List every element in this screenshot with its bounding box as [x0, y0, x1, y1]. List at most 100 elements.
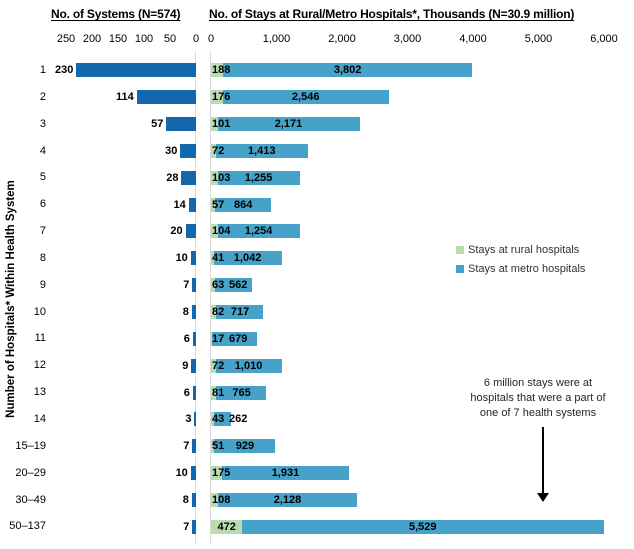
rural-bar-segment — [211, 278, 216, 293]
chart-row-stays: 175 1,931 — [211, 460, 634, 487]
rural-value-label: 103 — [212, 171, 231, 184]
annotation-line: 6 million stays were at — [483, 377, 593, 389]
chart-row-stays: 72 1,413 — [211, 138, 634, 165]
rural-bar-segment — [211, 385, 217, 400]
category-label: 15–19 — [15, 439, 46, 452]
metro-bar-segment — [217, 224, 300, 239]
metro-bar-segment — [217, 170, 300, 185]
rural-bar-segment — [211, 492, 219, 507]
systems-bar — [190, 251, 196, 266]
right-axis-tick: 0 — [207, 33, 215, 45]
rural-value-label: 176 — [212, 91, 231, 104]
rural-value-label: 188 — [212, 64, 231, 77]
axis-tick-row: 250 200 150 100 50 0 0 1,000 2,000 3,000 4,000 5,00… — [0, 33, 634, 46]
metro-value-label: 2,546 — [291, 91, 320, 104]
legend-label: Stays at rural hospitals — [468, 243, 580, 256]
left-axis-tick: 0 — [192, 33, 200, 45]
chart-row-systems: 8 — [66, 487, 196, 514]
rural-bar-segment — [211, 331, 213, 346]
metro-value-label: 1,042 — [233, 252, 262, 265]
metro-bar-segment — [218, 492, 358, 507]
category-label: 12 — [33, 359, 46, 372]
category-label: 10 — [33, 305, 46, 318]
metro-bar-segment — [217, 117, 360, 132]
metro-value-label: 679 — [229, 332, 248, 345]
category-label: 9 — [39, 278, 46, 291]
chart-row-stays: 176 2,546 — [211, 84, 634, 111]
chart-row-systems: 7 — [66, 513, 196, 540]
annotation-text: 6 million stays were at hospitals that w… — [446, 376, 630, 421]
chart-row-systems: 30 — [66, 138, 196, 165]
metro-value-label: 1,255 — [244, 171, 273, 184]
metro-value-label: 3,802 — [333, 64, 362, 77]
legend: Stays at rural hospitals Stays at metro h… — [456, 240, 585, 278]
category-label: 4 — [39, 144, 46, 157]
systems-value-label: 10 — [175, 252, 188, 265]
category-label: 5 — [39, 171, 46, 184]
systems-value-label: 57 — [151, 118, 164, 131]
systems-bar — [76, 63, 196, 78]
category-label: 13 — [33, 386, 46, 399]
chart-row-stays: 472 5,529 — [211, 513, 634, 540]
left-axis-tick: 250 — [56, 33, 76, 45]
chart-row-systems: 9 — [66, 352, 196, 379]
stays-bar-panel: 188 3,802 176 2,546 101 2,171 72 1,413 103 1,255 5… — [211, 57, 634, 540]
systems-bar — [136, 90, 196, 105]
chart-row-stays: 103 1,255 — [211, 164, 634, 191]
chart-row-stays: 188 3,802 — [211, 57, 634, 84]
rural-value-label: 81 — [212, 386, 225, 399]
metro-bar-segment — [223, 63, 473, 78]
systems-bar — [166, 117, 196, 132]
chart-row-systems: 7 — [66, 272, 196, 299]
systems-bar — [191, 358, 196, 373]
rural-bar-segment — [211, 224, 218, 239]
systems-bar — [191, 492, 196, 507]
metro-value-label: 864 — [234, 198, 253, 211]
systems-value-label: 114 — [115, 91, 134, 104]
metro-bar-segment — [241, 519, 605, 534]
metro-value-label: 1,010 — [234, 359, 263, 372]
chart-row-stays: 63 562 — [211, 272, 634, 299]
metro-bar-segment — [214, 439, 276, 454]
chart-row-systems: 14 — [66, 191, 196, 218]
category-label: 11 — [34, 332, 46, 345]
annotation-line: one of 7 health systems — [479, 407, 597, 419]
systems-value-label: 6 — [183, 332, 190, 345]
rural-value-label: 57 — [212, 198, 225, 211]
left-axis-tick: 150 — [108, 33, 128, 45]
systems-value-label: 10 — [175, 467, 188, 480]
rural-value-label: 104 — [212, 225, 231, 238]
metro-value-label: 2,128 — [273, 493, 302, 506]
rural-value-label: 108 — [212, 493, 231, 506]
category-label: 7 — [39, 225, 46, 238]
rural-bar-segment — [211, 90, 223, 105]
category-label-column: 1 2 3 4 5 6 7 8 9 10 11 12 13 14 15–19 20–29 30–49 50–137 — [0, 57, 46, 540]
rural-bar-segment — [211, 358, 216, 373]
right-axis-tick: 4,000 — [459, 33, 487, 45]
rural-bar-segment — [211, 63, 224, 78]
systems-bar — [192, 331, 196, 346]
chart-row-stays: 17 679 — [211, 325, 634, 352]
chart-row-systems: 10 — [66, 245, 196, 272]
left-axis-tick: 200 — [82, 33, 102, 45]
metro-bar-segment — [216, 385, 267, 400]
metro-bar-segment — [215, 358, 282, 373]
annotation-arrow-head — [537, 493, 549, 502]
systems-value-label: 28 — [166, 171, 179, 184]
annotation-line: hospitals that were a part of — [470, 392, 606, 404]
systems-value-label: 230 — [55, 64, 74, 77]
systems-value-label: 9 — [182, 359, 189, 372]
rural-bar-segment — [211, 466, 223, 481]
systems-bar — [185, 224, 196, 239]
systems-value-label: 8 — [182, 493, 189, 506]
category-label: 14 — [33, 412, 46, 425]
right-axis-tick: 5,000 — [524, 33, 553, 45]
metro-value-label: 5,529 — [408, 520, 437, 533]
metro-bar-segment — [222, 90, 390, 105]
systems-bar — [180, 143, 196, 158]
metro-bar-segment — [215, 278, 252, 293]
systems-value-label: 3 — [185, 413, 192, 426]
systems-bar — [192, 439, 196, 454]
chart-row-stays: 101 2,171 — [211, 111, 634, 138]
